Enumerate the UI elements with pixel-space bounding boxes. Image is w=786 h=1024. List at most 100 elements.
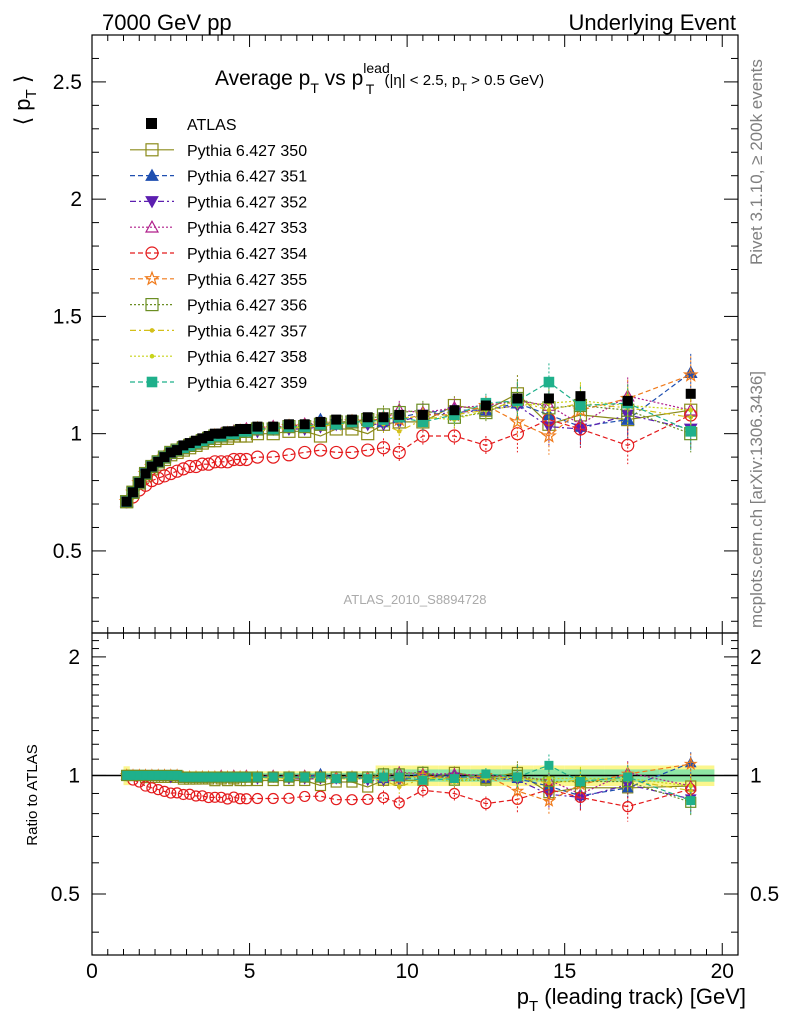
data-point [392,445,406,460]
legend-marker [149,328,155,333]
ratio-series-Pythia-6427-359 [122,754,696,815]
legend-label: Pythia 6.427 356 [187,298,307,315]
legend-entry: Pythia 6.427 355 [130,270,307,289]
atlas-point [449,405,460,416]
ratio-data-point [314,790,327,802]
main-plot: 0.5 1 1.5 2 2.5 [53,34,739,634]
ratio-data-point [622,801,634,813]
ratio-data-point [393,797,405,809]
ratio-data-point [546,776,552,781]
main-title: Average pT vs plead T (|η| < 2.5, pT > 0.… [215,60,544,97]
legend-marker [145,298,159,312]
ratio-data-point [184,788,196,800]
ratio-data-point [683,756,698,771]
atlas-point [172,445,183,456]
data-point [396,429,402,434]
atlas-point [417,409,428,420]
ratio-data-point [196,790,208,802]
atlas-point [315,416,326,427]
data-point [682,366,699,382]
data-point [479,438,493,452]
ratio-data-point [481,769,491,779]
data-point [214,455,228,469]
legend-label: ATLAS [187,117,237,134]
legend: ATLAS Pythia 6.427 350 Pythia 6.427 351 Pyt… [130,117,307,392]
ratio-data-point [575,776,585,786]
atlas-point [153,456,164,467]
ratio-data-point [544,760,554,770]
ratio-data-point [177,788,189,801]
atlas-point [140,468,151,479]
data-point [183,459,197,474]
ratio-data-point [283,792,295,804]
ratio-data-point [418,775,428,785]
legend-label: Pythia 6.427 358 [187,349,307,366]
legend-entry: Pythia 6.427 356 [130,298,307,315]
series-line [126,404,691,503]
xtick-labels: 0 5 10 15 20 [86,960,734,983]
atlas-point [146,461,157,472]
atlas-point [159,452,170,463]
main-ytick-label: 0.5 [53,540,82,563]
legend-entry: Pythia 6.427 354 [130,246,307,263]
series-line [126,397,691,503]
ratio-data-point [146,782,158,794]
atlas-point [252,421,263,432]
data-point [621,438,635,452]
ratio-ytick-label: 1 [68,764,80,787]
ratio-data-point [363,774,373,784]
ratio-plot-frame [91,632,739,956]
data-point [509,413,526,429]
atlas-point [394,409,405,420]
ratio-data-point [347,772,357,782]
ratio-ytick-label-right: 2 [750,646,762,669]
atlas-point [134,477,145,488]
ratio-data-point [512,772,522,782]
title-sub1: T [310,80,319,96]
ratio-data-point [346,794,358,806]
atlas-point [241,423,252,434]
ratio-data-point [377,792,390,804]
xlabel-rest: (leading track) [GeV] [538,984,746,1009]
legend-entry-atlas: ATLAS [146,117,237,134]
legend-marker [149,353,155,359]
ratio-data-point [331,774,341,784]
ratio-data-point [284,772,294,782]
data-point [195,457,209,471]
data-point [201,457,216,471]
data-point [164,466,178,481]
ratio-data-point [252,772,262,782]
atlas-point [209,428,220,439]
legend-entry: Pythia 6.427 357 [130,323,307,340]
ratio-ytick-label-right: 0.5 [750,883,779,906]
ratio-data-point [158,785,171,797]
atlas-point [178,440,189,451]
data-point [250,450,265,464]
ratio-data-point [267,792,279,805]
atlas-point [575,391,586,402]
atlas-point [197,433,208,444]
legend-marker [145,143,159,157]
atlas-point [346,414,357,425]
legend-label: Pythia 6.427 350 [187,143,307,160]
ratio-data-point [315,772,325,782]
atlas-point [331,414,342,425]
ratio-data-point [623,772,633,782]
data-point [157,469,172,483]
legend-label: Pythia 6.427 354 [187,246,307,263]
legend-label: Pythia 6.427 353 [187,220,307,237]
xtick-label: 15 [553,960,576,983]
ratio-data-point [449,774,459,784]
legend-label: Pythia 6.427 352 [187,194,307,211]
main-ytick-label: 2.5 [53,71,82,94]
data-point [176,462,190,476]
atlas-point [268,421,279,432]
ratio-data-point [686,796,696,806]
ratio-series-layer [119,752,698,822]
ratio-axis-ticks [91,633,738,955]
data-point [543,376,555,388]
legend-entry: Pythia 6.427 352 [130,194,307,211]
atlas-point [203,431,214,442]
xtick-label: 20 [711,960,734,983]
